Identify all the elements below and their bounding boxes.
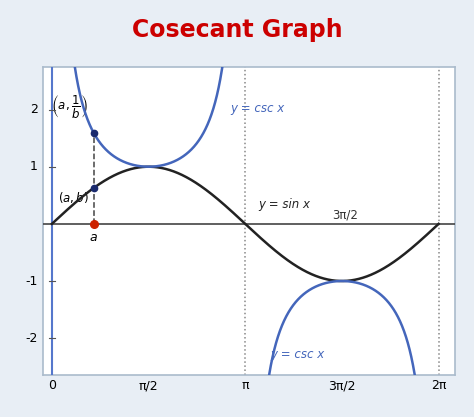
Text: y = csc x: y = csc x: [230, 103, 284, 116]
Text: y = sin x: y = sin x: [258, 198, 310, 211]
Text: -2: -2: [26, 332, 38, 345]
Text: π/2: π/2: [139, 379, 158, 392]
Text: y = csc x: y = csc x: [270, 348, 325, 361]
Text: 1: 1: [30, 160, 38, 173]
Text: $\left(a,\dfrac{1}{b}\right)$: $\left(a,\dfrac{1}{b}\right)$: [51, 93, 88, 121]
Text: 2π: 2π: [431, 379, 447, 392]
Text: 0: 0: [48, 379, 56, 392]
Text: $(a, b)$: $(a, b)$: [58, 190, 89, 205]
Text: $a$: $a$: [89, 231, 98, 244]
Text: π: π: [242, 379, 249, 392]
Text: 3π/2: 3π/2: [332, 208, 358, 221]
Text: Cosecant Graph: Cosecant Graph: [132, 18, 342, 42]
Text: -1: -1: [26, 274, 38, 287]
Text: 2: 2: [30, 103, 38, 116]
Text: 3π/2: 3π/2: [328, 379, 356, 392]
